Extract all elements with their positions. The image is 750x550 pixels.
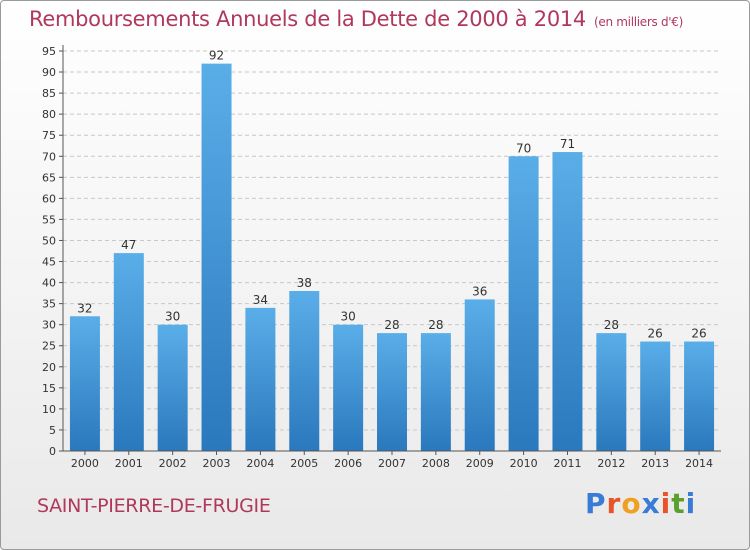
bar-2012 — [596, 333, 627, 451]
logo-letter: x — [641, 487, 661, 520]
data-label-2007: 28 — [384, 318, 399, 332]
logo-letter: r — [606, 487, 622, 520]
data-label-2005: 38 — [297, 276, 312, 290]
x-tick-label-2012: 2012 — [597, 457, 625, 470]
x-tick-label-2004: 2004 — [246, 457, 274, 470]
bar-2010 — [508, 156, 539, 451]
x-tick-label-2003: 2003 — [203, 457, 231, 470]
data-labels: 32 47 30 92 34 38 30 28 28 36 70 71 28 26 26 — [77, 49, 706, 341]
bar-2014 — [684, 341, 715, 451]
data-label-2011: 71 — [560, 137, 575, 151]
y-tick-label: 40 — [42, 277, 56, 290]
bar-2000 — [69, 316, 100, 451]
data-label-2014: 26 — [691, 327, 706, 341]
y-tick-label: 30 — [42, 319, 56, 332]
data-label-2000: 32 — [77, 301, 92, 315]
logo-letter: i — [660, 487, 672, 520]
x-tick-label-2006: 2006 — [334, 457, 362, 470]
y-tick-label: 70 — [42, 150, 56, 163]
x-tick-label-2001: 2001 — [115, 457, 143, 470]
logo-letter: t — [671, 487, 686, 520]
y-tick-label: 45 — [42, 256, 56, 269]
bar-2009 — [464, 299, 495, 451]
bar-2002 — [157, 324, 188, 451]
bar-2005 — [289, 291, 320, 451]
bar-2013 — [640, 341, 671, 451]
x-axis: 2000 2001 2002 2003 2004 2005 2006 2007 2008 2009… — [63, 450, 721, 470]
x-tick-label-2005: 2005 — [290, 457, 318, 470]
x-tick-label-2014: 2014 — [685, 457, 713, 470]
data-label-2004: 34 — [253, 293, 268, 307]
y-tick-label: 35 — [42, 298, 56, 311]
bar-2008 — [420, 333, 451, 451]
y-tick-label: 10 — [42, 403, 56, 416]
y-tick-label: 75 — [42, 129, 56, 142]
x-tick-label-2013: 2013 — [641, 457, 669, 470]
data-label-2002: 30 — [165, 310, 180, 324]
data-label-2008: 28 — [428, 318, 443, 332]
logo-letter: o — [621, 487, 642, 520]
y-tick-label: 80 — [42, 108, 56, 121]
bar-2007 — [377, 333, 407, 451]
town-name: SAINT-PIERRE-DE-FRUGIE — [37, 495, 271, 517]
y-axis: 0 5 10 15 20 25 30 35 40 45 50 55 60 65 70 75 80 85 90 95 — [42, 45, 64, 458]
y-tick-label: 25 — [42, 340, 56, 353]
logo-letter: i — [685, 487, 697, 520]
bar-2001 — [113, 253, 144, 451]
x-tick-label-2009: 2009 — [466, 457, 494, 470]
title-unit: (en milliers d'€) — [594, 15, 684, 29]
data-label-2010: 70 — [516, 141, 531, 155]
x-tick-label-2008: 2008 — [422, 457, 450, 470]
bar-2004 — [245, 307, 276, 451]
y-tick-label: 50 — [42, 234, 56, 247]
y-tick-label: 65 — [42, 171, 56, 184]
data-label-2013: 26 — [648, 327, 663, 341]
data-label-2009: 36 — [472, 284, 487, 298]
x-tick-label-2007: 2007 — [378, 457, 406, 470]
y-tick-label: 5 — [49, 424, 56, 437]
bars — [69, 63, 715, 452]
bar-2011 — [552, 152, 583, 452]
y-tick-label: 85 — [42, 87, 56, 100]
proxiti-logo[interactable]: Proxiti — [585, 487, 696, 520]
y-tick-label: 15 — [42, 382, 56, 395]
x-tick-label-2000: 2000 — [71, 457, 99, 470]
y-tick-label: 95 — [42, 45, 56, 58]
y-tick-label: 90 — [42, 66, 56, 79]
chart-title: Remboursements Annuels de la Dette de 20… — [29, 7, 683, 31]
title-text: Remboursements Annuels de la Dette de 20… — [29, 7, 586, 31]
bar-2003 — [201, 63, 232, 451]
logo-letter: P — [585, 487, 607, 520]
y-tick-label: 60 — [42, 192, 56, 205]
y-tick-label: 20 — [42, 361, 56, 374]
y-tick-label: 55 — [42, 213, 56, 226]
y-tick-label: 0 — [49, 445, 56, 458]
data-label-2012: 28 — [604, 318, 619, 332]
bar-2006 — [333, 324, 364, 451]
data-label-2003: 92 — [209, 49, 224, 63]
data-label-2001: 47 — [121, 238, 136, 252]
x-tick-label-2011: 2011 — [553, 457, 581, 470]
x-tick-label-2010: 2010 — [510, 457, 538, 470]
x-tick-label-2002: 2002 — [159, 457, 187, 470]
data-label-2006: 30 — [340, 310, 355, 324]
